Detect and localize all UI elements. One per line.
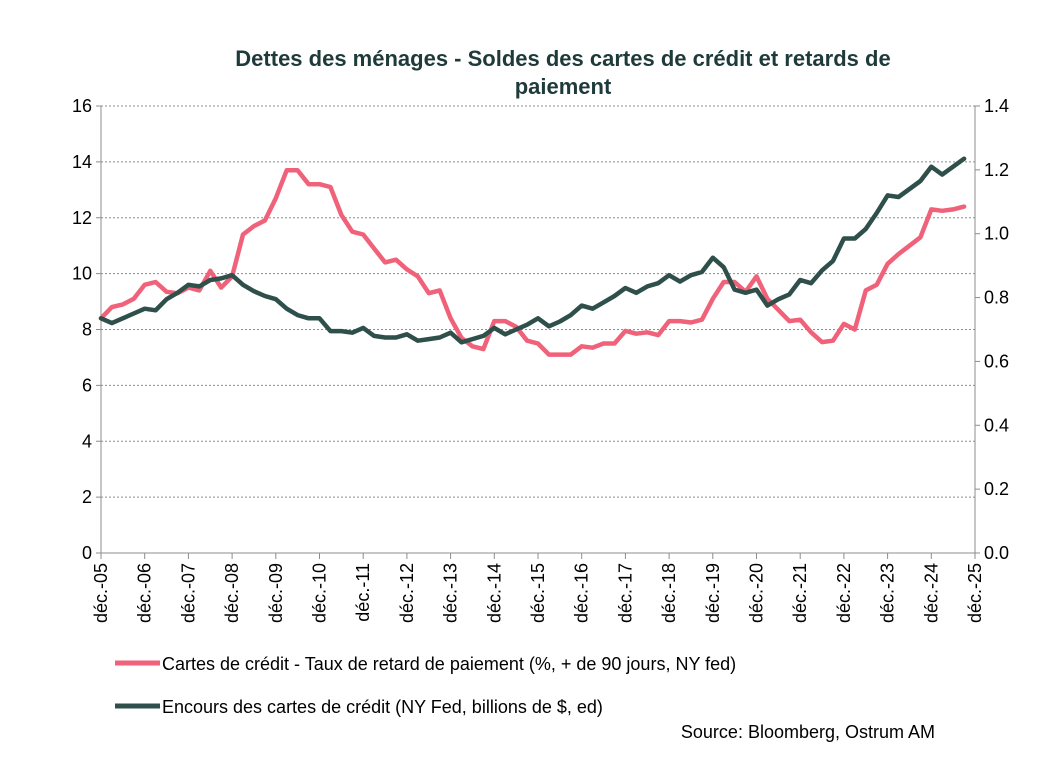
x-tick-label: déc.-16 [572,563,592,623]
x-tick-label: déc.-21 [790,563,810,623]
x-tick-label: déc.-09 [266,563,286,623]
y-right-tick-label: 1.4 [984,96,1009,116]
legend-label-delinquency: Cartes de crédit - Taux de retard de pai… [162,654,736,674]
x-tick-label: déc.-17 [615,563,635,623]
y-right-tick-label: 0.2 [984,479,1009,499]
legend: Cartes de crédit - Taux de retard de pai… [115,654,736,717]
y-right-tick-label: 1.2 [984,160,1009,180]
y-axis-left: 0 2 4 6 8 10 12 14 16 [72,96,101,563]
gridlines [101,105,975,498]
x-tick-label: déc.-10 [310,563,330,623]
y-left-tick-label: 8 [82,320,92,340]
y-left-tick-label: 2 [82,487,92,507]
y-left-tick-label: 16 [72,96,92,116]
y-left-tick-label: 0 [82,543,92,563]
y-right-tick-label: 0.0 [984,543,1009,563]
y-right-tick-label: 0.6 [984,351,1009,371]
x-tick-label: déc.-15 [528,563,548,623]
x-tick-label: déc.-14 [484,563,504,623]
y-axis-right: 0.0 0.2 0.4 0.6 0.8 1.0 1.2 1.4 [975,96,1009,563]
x-tick-label: déc.-18 [659,563,679,623]
y-left-tick-label: 6 [82,375,92,395]
source-note: Source: Bloomberg, Ostrum AM [681,722,935,742]
x-tick-label: déc.-24 [921,563,941,623]
x-tick-label: déc.-23 [878,563,898,623]
series-lines [98,156,967,357]
x-tick-label: déc.-11 [353,563,373,622]
y-left-tick-label: 4 [82,431,92,451]
x-axis: déc.-05 déc.-06 déc.-07 déc.-08 déc.-09 déc.-… [91,553,985,623]
chart-title-line-2: paiement [515,74,612,99]
x-tick-label: déc.-22 [834,563,854,623]
series-line-delinquency [98,168,967,357]
x-tick-label: déc.-06 [135,563,155,623]
x-tick-label: déc.-12 [397,563,417,623]
y-left-tick-label: 10 [72,264,92,284]
y-right-tick-label: 0.8 [984,288,1009,308]
x-tick-label: déc.-20 [747,563,767,623]
y-right-tick-label: 0.4 [984,415,1009,435]
chart-title-line-1: Dettes des ménages - Soldes des cartes d… [235,46,890,71]
y-left-tick-label: 14 [72,152,92,172]
y-right-tick-label: 1.0 [984,224,1009,244]
y-left-tick-label: 12 [72,208,92,228]
x-tick-label: déc.-08 [222,563,242,623]
legend-label-balance: Encours des cartes de crédit (NY Fed, bi… [162,697,603,717]
x-tick-label: déc.-07 [178,563,198,623]
x-tick-label: déc.-05 [91,563,111,623]
series-line-balance [98,156,967,345]
x-tick-label: déc.-19 [703,563,723,623]
x-tick-label: déc.-13 [441,563,461,623]
x-tick-label: déc.-25 [965,563,985,623]
